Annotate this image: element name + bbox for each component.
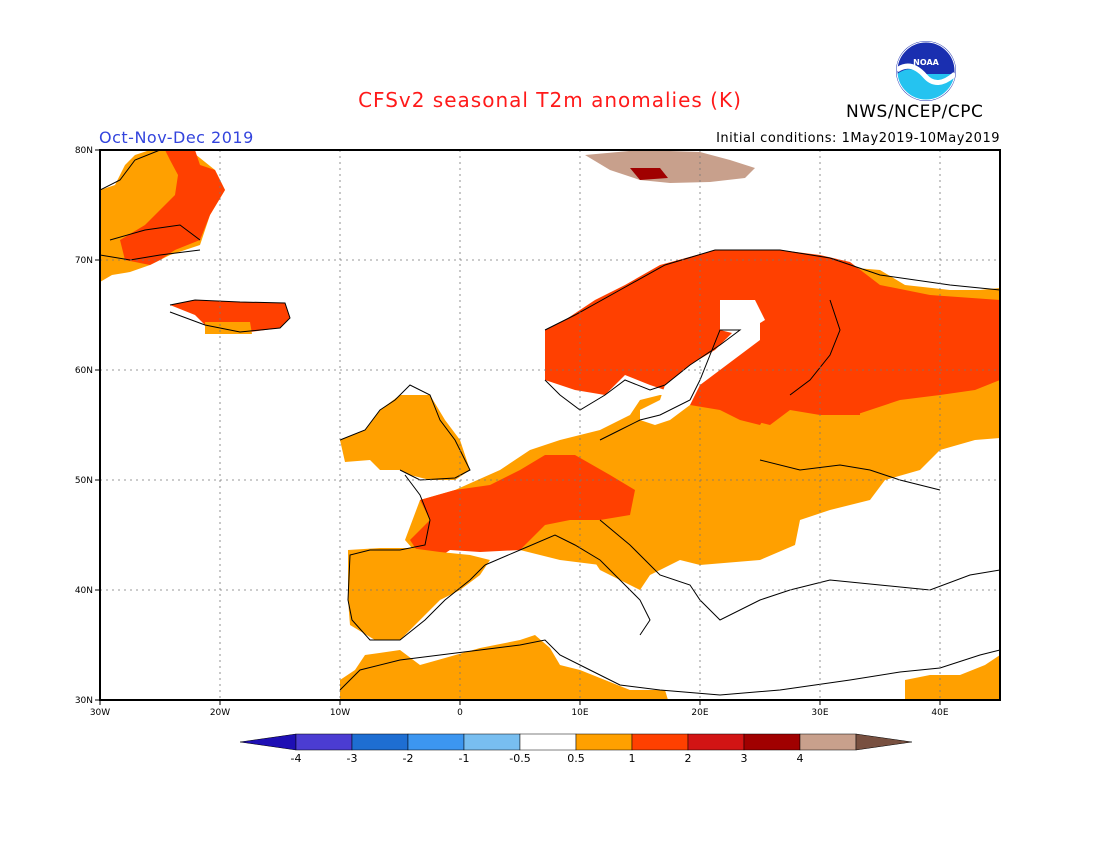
lon-tick-label: 30E xyxy=(811,708,828,718)
forecast-period: Oct-Nov-Dec 2019 xyxy=(99,128,254,147)
colorbar-labels: -4 -3 -2 -1 -0.5 0.5 1 2 3 4 xyxy=(291,752,804,765)
colorbar-arrow-low xyxy=(239,733,297,751)
lat-tick-label: 80N xyxy=(75,146,93,156)
colorbar-bins xyxy=(239,733,913,751)
agency-label: NWS/NCEP/CPC xyxy=(846,102,984,122)
anomaly-region-svalbard-hot xyxy=(630,168,668,180)
lat-tick-label: 40N xyxy=(75,586,93,596)
anomaly-region-iceland xyxy=(170,300,290,332)
map-title: CFSv2 seasonal T2m anomalies (K) xyxy=(358,88,742,112)
lon-tick-label: 30W xyxy=(90,708,110,718)
noaa-logo-icon: NOAA xyxy=(896,41,956,101)
anomaly-region-uk-ireland xyxy=(340,395,470,480)
lon-tick-label: 10E xyxy=(571,708,588,718)
anomaly-region-iceland-edge xyxy=(205,322,252,334)
colorbar-label: 0.5 xyxy=(567,752,585,765)
lon-tick-label: 20W xyxy=(210,708,230,718)
noaa-logo-text: NOAA xyxy=(913,58,939,67)
colorbar-label: -2 xyxy=(403,752,414,765)
colorbar-bin xyxy=(463,733,521,751)
lat-tick-label: 70N xyxy=(75,256,93,266)
colorbar-bin xyxy=(631,733,689,751)
colorbar-bin xyxy=(295,733,353,751)
tick-marks xyxy=(95,149,941,705)
colorbar-label: 1 xyxy=(629,752,636,765)
colorbar-label: 4 xyxy=(797,752,804,765)
map-frame xyxy=(99,149,1001,701)
lat-tick-labels: 80N 70N 60N 50N 40N 30N xyxy=(75,146,93,706)
anomaly-region-middle-east xyxy=(905,655,1000,700)
lat-tick-label: 30N xyxy=(75,696,93,706)
anomaly-region-russia-red xyxy=(740,385,860,425)
colorbar-bin xyxy=(743,733,801,751)
lat-tick-label: 60N xyxy=(75,366,93,376)
lon-tick-label: 20E xyxy=(691,708,708,718)
colorbar-arrow-high xyxy=(855,733,913,751)
gridlines xyxy=(100,150,1000,700)
initial-conditions: Initial conditions: 1May2019-10May2019 xyxy=(716,131,1000,146)
anomaly-region-italy xyxy=(585,520,650,590)
lon-tick-label: 40E xyxy=(931,708,948,718)
colorbar-label: -4 xyxy=(291,752,302,765)
anomaly-region-iberia xyxy=(348,548,490,640)
colorbar-bin xyxy=(687,733,745,751)
colorbar-bin xyxy=(351,733,409,751)
anomaly-region-gulf-white xyxy=(720,300,765,335)
anomaly-region-svalbard xyxy=(585,150,755,183)
anomaly-region-greenland-warm xyxy=(120,150,225,265)
colorbar-bin xyxy=(407,733,465,751)
lon-tick-labels: 30W 20W 10W 0 10E 20E 30E 40E xyxy=(90,708,949,718)
colorbar-label: -3 xyxy=(347,752,358,765)
colorbar-label: 2 xyxy=(685,752,692,765)
colorbar-bin xyxy=(799,733,857,751)
anomaly-region-north-africa xyxy=(340,635,668,700)
anomaly-region-central-red xyxy=(410,455,635,560)
lon-tick-label: 10W xyxy=(330,708,350,718)
lon-tick-label: 0 xyxy=(457,708,463,718)
colorbar-label: -0.5 xyxy=(509,752,530,765)
colorbar-bin xyxy=(519,733,577,751)
colorbar-label: 3 xyxy=(741,752,748,765)
lat-tick-label: 50N xyxy=(75,476,93,486)
colorbar-label: -1 xyxy=(459,752,470,765)
colorbar-bin xyxy=(575,733,633,751)
anomaly-region-scandinavia-red xyxy=(545,250,1000,425)
